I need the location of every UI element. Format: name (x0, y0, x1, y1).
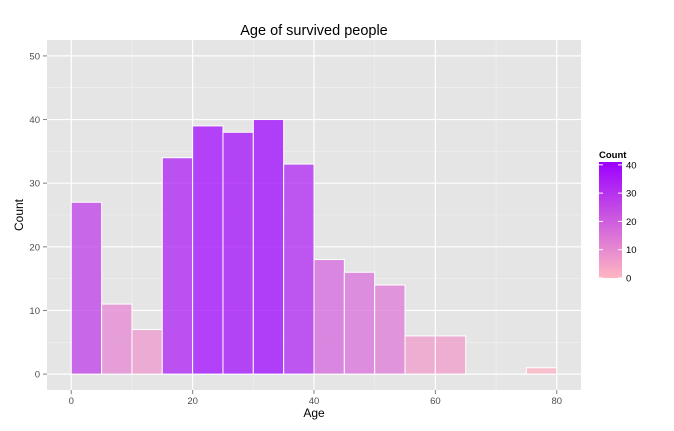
legend-tick-label: 30 (626, 189, 637, 200)
y-tick-label: 50 (29, 51, 40, 62)
y-axis: 0 10 20 30 40 50 (29, 51, 47, 381)
x-tick-label: 40 (309, 396, 320, 407)
histogram-bar (434, 335, 467, 375)
x-tick-label: 60 (430, 396, 441, 407)
y-tick-label: 40 (29, 115, 40, 126)
histogram-bar (70, 201, 103, 375)
y-tick-label: 0 (35, 370, 40, 381)
legend-colorbar (599, 162, 622, 278)
y-tick-label: 30 (29, 179, 40, 190)
histogram-bar (283, 163, 315, 375)
count-legend: Count 0 10 20 30 40 (599, 150, 637, 285)
x-tick-label: 20 (187, 396, 198, 407)
histogram-bar (222, 131, 254, 375)
histogram-bar (374, 284, 406, 375)
legend-title: Count (599, 150, 627, 161)
histogram-bar (404, 335, 436, 375)
x-axis-title: Age (303, 406, 325, 420)
histogram-bar (525, 367, 558, 375)
histogram-bar (343, 271, 376, 375)
histogram-bar (252, 119, 285, 375)
legend-tick-label: 40 (626, 160, 637, 171)
legend-tick-label: 0 (626, 274, 631, 285)
histogram-bar (131, 329, 163, 375)
chart-title: Age of survived people (240, 23, 388, 39)
y-tick-label: 20 (29, 242, 40, 253)
legend-tick-label: 10 (626, 245, 637, 256)
histogram-bar (313, 259, 345, 375)
histogram-bar (192, 125, 224, 375)
x-tick-label: 0 (69, 396, 74, 407)
histogram-bar (161, 157, 194, 375)
histogram-bars (70, 119, 558, 375)
histogram-bar (101, 303, 133, 375)
x-axis: 0 20 40 60 80 (69, 390, 562, 407)
x-tick-label: 80 (551, 396, 562, 407)
legend-ticks: 0 10 20 30 40 (599, 160, 637, 285)
y-tick-label: 10 (29, 306, 40, 317)
y-axis-title: Count (12, 198, 26, 231)
legend-tick-label: 20 (626, 217, 637, 228)
